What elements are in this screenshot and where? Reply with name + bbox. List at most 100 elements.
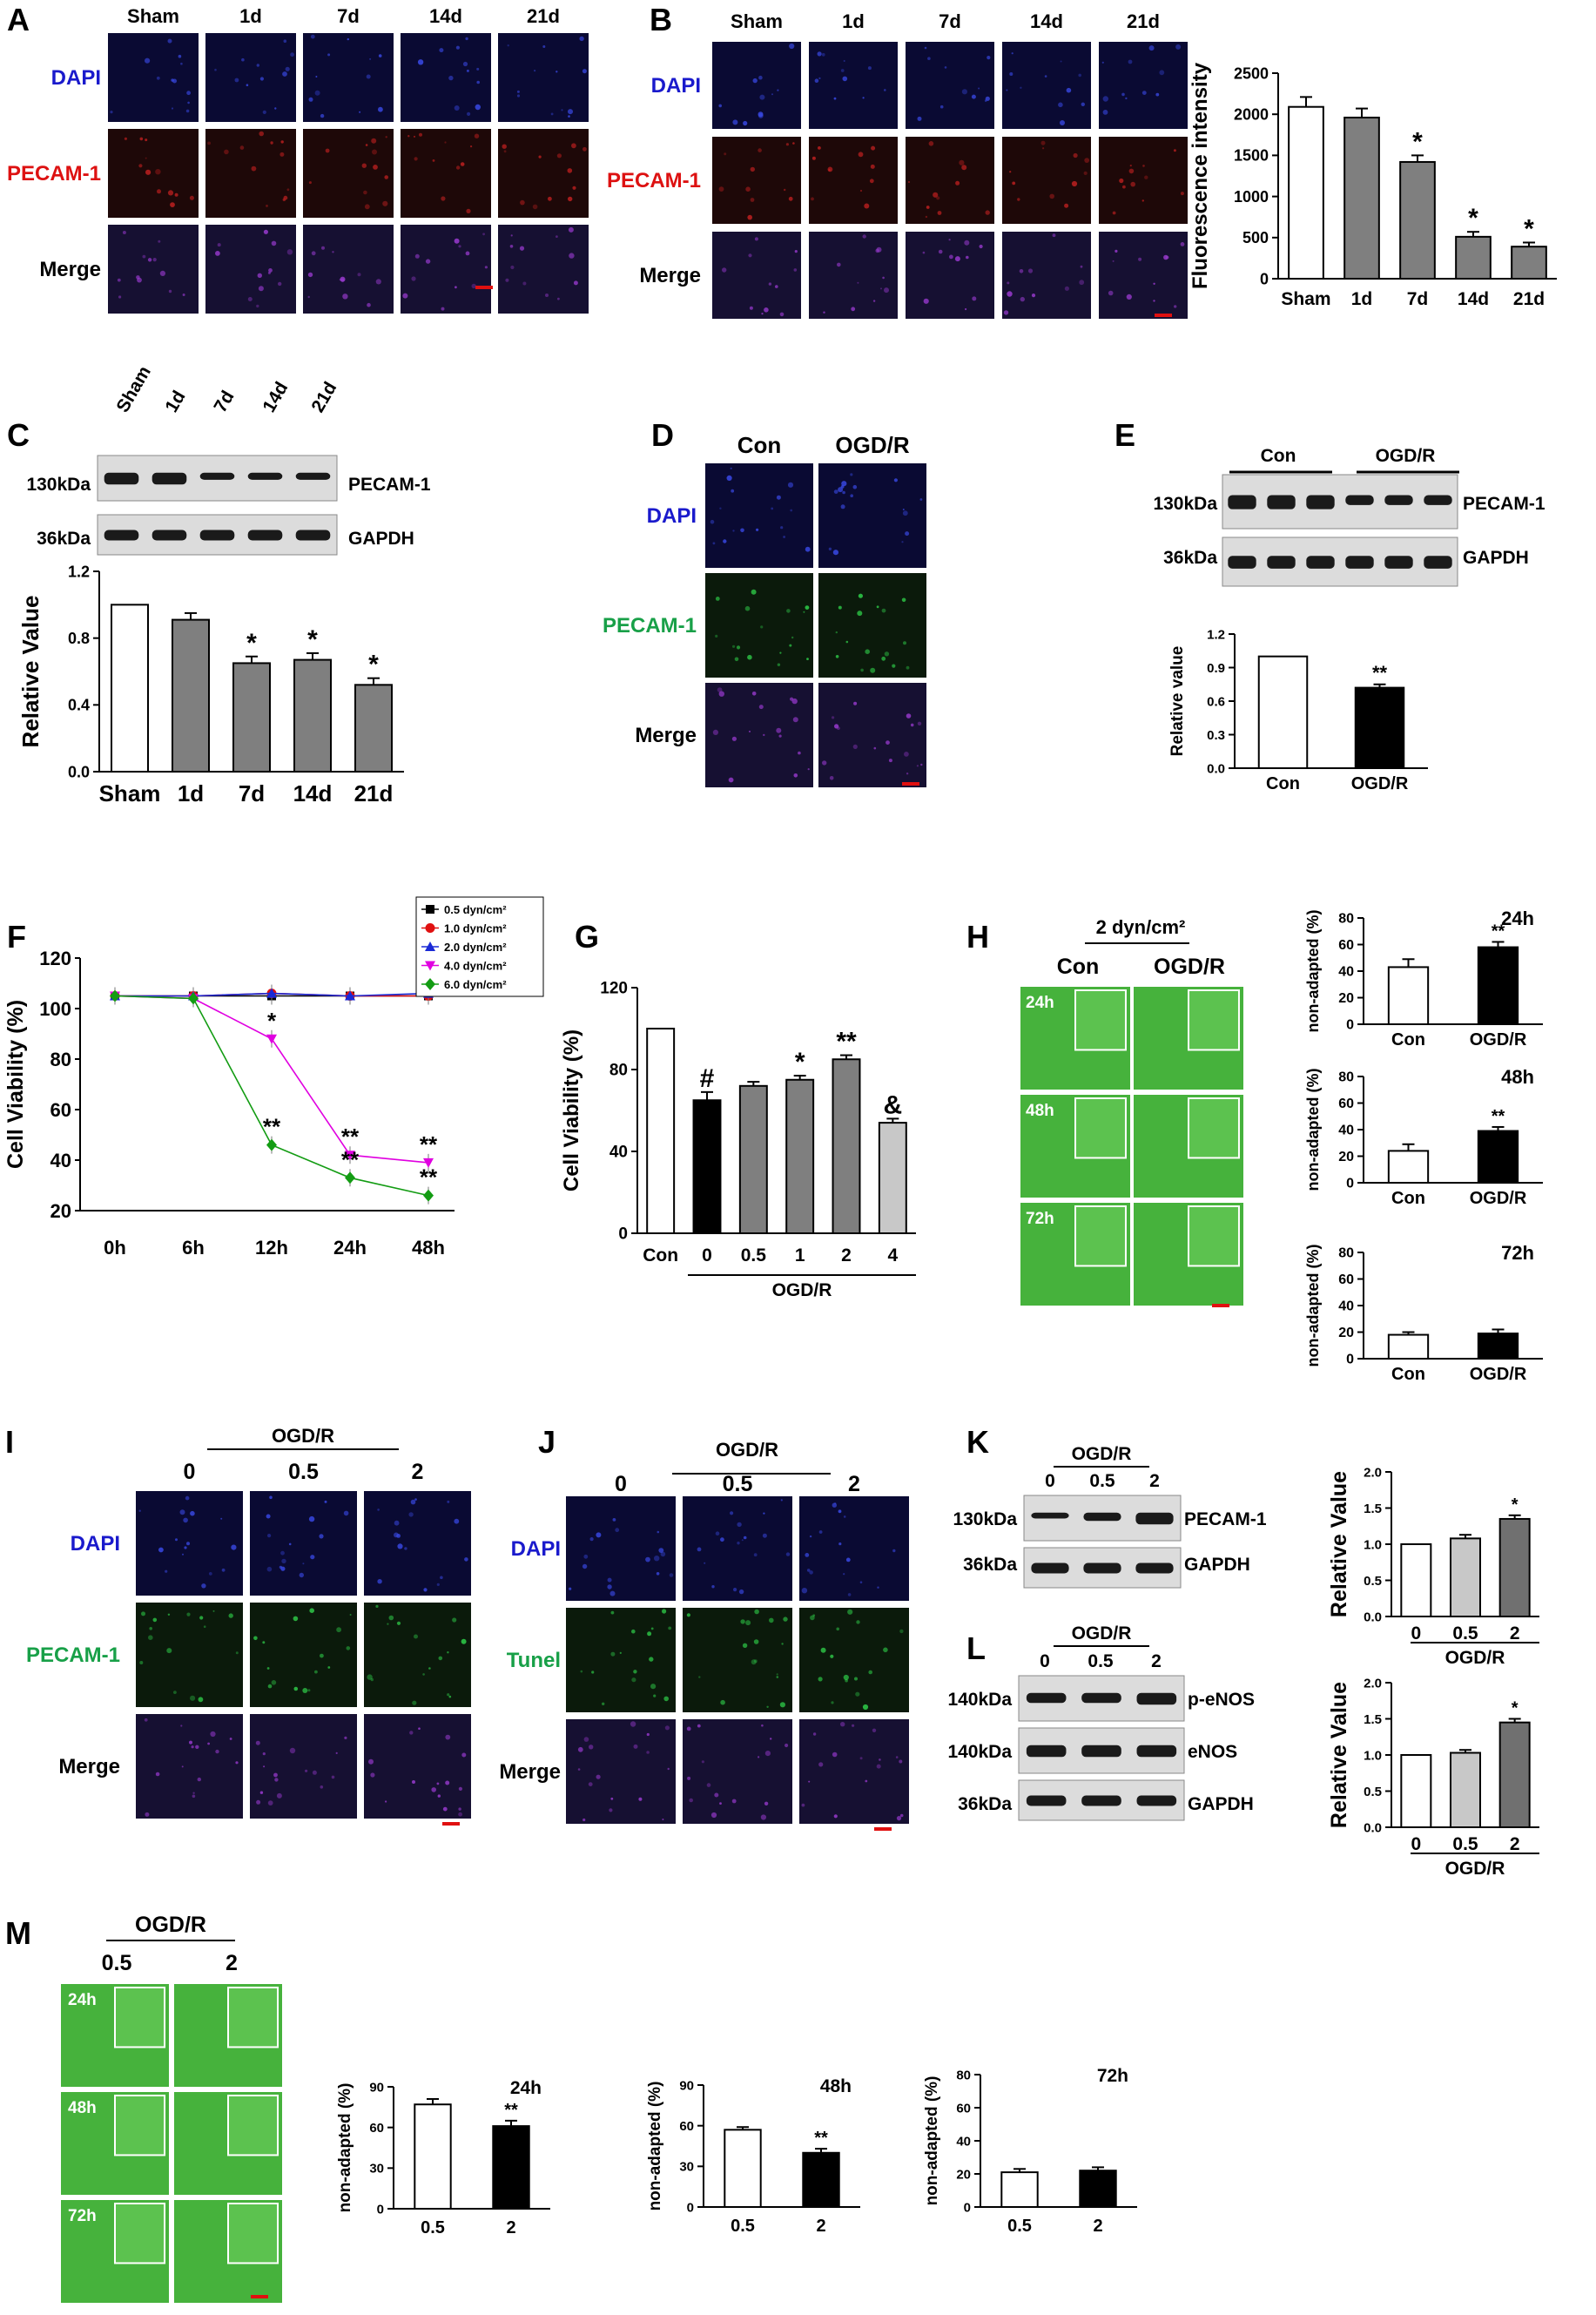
signal-dot: [758, 75, 763, 80]
panel-letter-F: F: [7, 919, 26, 955]
signal-dot: [610, 1610, 615, 1615]
signal-dot: [793, 773, 798, 778]
signal-dot: [823, 311, 825, 314]
signal-dot: [455, 286, 457, 289]
signal-dot: [978, 87, 980, 90]
signal-dot: [865, 1779, 868, 1783]
signal-dot: [335, 1751, 338, 1754]
protein-label: GAPDH: [348, 529, 414, 549]
protein-band: [152, 472, 187, 485]
signal-dot: [831, 1701, 834, 1704]
signal-dot: [310, 1555, 315, 1560]
signal-dot: [394, 1520, 400, 1526]
y-tick-label: 0: [377, 2202, 384, 2217]
scale-bar: [1212, 1304, 1229, 1307]
signal-dot: [832, 1751, 838, 1758]
y-tick-label: 0: [964, 2200, 971, 2215]
y-tick-label: 1500: [1234, 147, 1269, 165]
signal-dot: [838, 1509, 842, 1514]
x-tick-label: Sham: [99, 780, 161, 807]
signal-dot: [199, 1616, 204, 1620]
y-tick-label: 60: [1338, 1272, 1354, 1287]
protein-band: [1135, 1512, 1174, 1525]
significance-mark: &: [883, 1090, 902, 1119]
signal-dot: [422, 1673, 425, 1676]
group-label: OGD/R: [1376, 446, 1436, 466]
signal-dot: [234, 78, 239, 83]
signal-dot: [149, 1627, 152, 1630]
signal-dot: [899, 1813, 904, 1818]
column-label: 21d: [1127, 10, 1160, 32]
signal-dot: [843, 1674, 849, 1681]
signal-dot: [476, 80, 480, 84]
signal-dot: [268, 268, 273, 273]
y-tick-label: 20: [51, 1200, 71, 1222]
signal-dot: [502, 144, 507, 149]
x-tick-label: Sham: [1281, 289, 1330, 309]
inset-magnified: [1188, 1097, 1240, 1159]
signal-dot: [1073, 152, 1078, 159]
legend-marker: [425, 978, 435, 990]
signal-dot: [1081, 102, 1086, 107]
signal-dot: [471, 283, 476, 289]
x-tick-label: 6h: [182, 1237, 205, 1259]
signal-dot: [662, 1609, 667, 1614]
signal-dot: [269, 1495, 273, 1500]
signal-dot: [385, 1800, 387, 1803]
inset-magnified: [1074, 1205, 1127, 1267]
signal-dot: [1027, 268, 1034, 273]
signal-dot: [110, 111, 113, 114]
signal-dot: [267, 1684, 273, 1689]
signal-dot: [572, 186, 576, 190]
signal-dot: [409, 1731, 414, 1735]
signal-dot: [307, 272, 313, 278]
signal-dot: [873, 746, 877, 750]
signal-dot: [1122, 185, 1126, 189]
y-axis-label: Cell Viability (%): [3, 1000, 28, 1169]
signal-dot: [843, 1515, 846, 1518]
signal-dot: [784, 188, 786, 192]
significance-mark: *: [1524, 214, 1534, 243]
signal-dot: [776, 1673, 778, 1676]
signal-dot: [862, 234, 866, 239]
significance-mark: **: [420, 1131, 438, 1158]
signal-dot: [280, 1550, 285, 1556]
signal-dot: [805, 1553, 810, 1557]
signal-dot: [837, 262, 841, 267]
signal-dot: [809, 1570, 813, 1575]
signal-dot: [872, 300, 876, 302]
x-tick-label: 2: [506, 2218, 515, 2237]
y-tick-label: 0.6: [1207, 694, 1225, 709]
column-label: OGD/R: [835, 432, 909, 458]
signal-dot: [229, 1738, 232, 1740]
micrograph: [136, 1603, 243, 1707]
signal-dot: [179, 1509, 185, 1515]
signal-dot: [156, 76, 160, 80]
signal-dot: [419, 132, 422, 137]
signal-dot: [1142, 165, 1145, 167]
micrograph: [705, 573, 813, 678]
signal-dot: [311, 251, 316, 256]
signal-dot: [484, 266, 488, 269]
signal-dot: [835, 631, 838, 634]
signal-dot: [367, 302, 371, 307]
x-tick-label: 2: [841, 1245, 852, 1265]
signal-dot: [372, 149, 377, 155]
data-point: [266, 1034, 277, 1044]
y-tick-label: 60: [369, 2121, 384, 2136]
signal-dot: [137, 277, 142, 283]
signal-dot: [1102, 96, 1109, 102]
signal-dot: [445, 1734, 451, 1740]
signal-dot: [282, 71, 287, 77]
signal-dot: [649, 1657, 654, 1662]
chart-title: 24h: [1501, 908, 1534, 929]
signal-dot: [332, 251, 334, 253]
panel-letter-L: L: [966, 1630, 986, 1666]
column-label: 0.5: [102, 1951, 132, 1975]
signal-dot: [948, 239, 951, 241]
signal-dot: [880, 287, 882, 290]
signal-dot: [1064, 203, 1069, 208]
scale-bar: [874, 1827, 892, 1831]
signal-dot: [470, 145, 473, 148]
signal-dot: [1159, 70, 1165, 76]
